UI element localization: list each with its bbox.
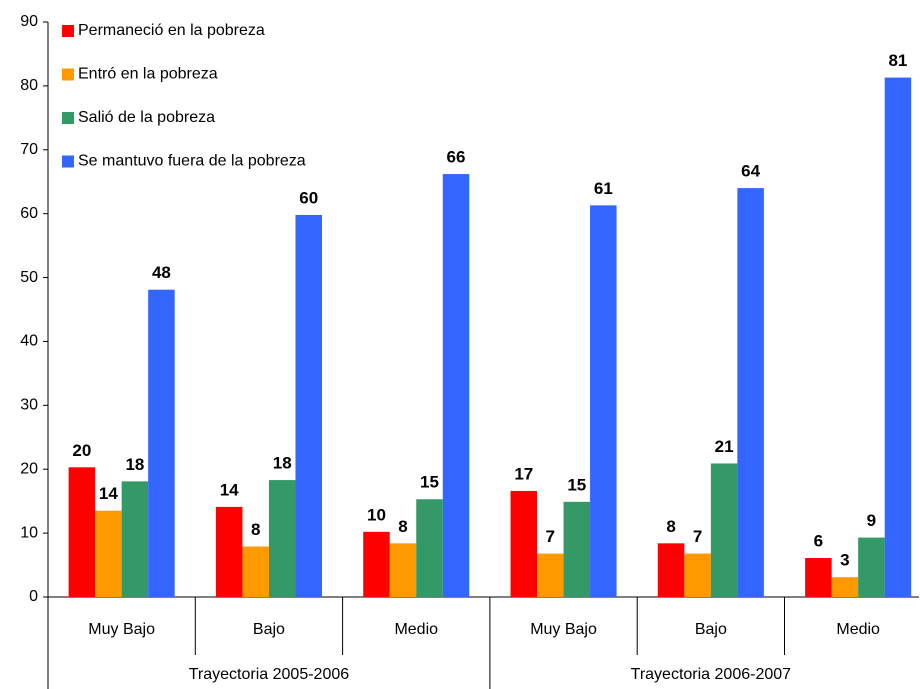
value-label: 3 [840,551,849,570]
bar [657,543,685,597]
value-label: 48 [152,263,171,282]
y-tick-label: 40 [20,333,38,350]
value-label: 64 [741,162,760,181]
x-tick-label: Medio [836,621,880,638]
value-label: 14 [220,480,239,499]
y-tick-label: 50 [20,269,38,286]
bar [148,289,175,597]
legend-swatch [62,112,74,124]
value-label: 6 [814,532,823,551]
y-tick-label: 60 [20,205,38,222]
value-label: 7 [546,527,555,546]
value-label: 7 [693,527,702,546]
y-tick-label: 70 [20,141,38,158]
y-tick-label: 80 [20,77,38,94]
bar [831,577,859,597]
value-label: 10 [367,505,386,524]
y-tick-label: 20 [20,460,38,477]
bar [268,480,296,597]
bar [510,490,538,597]
x-tick-label: Medio [394,621,438,638]
value-label: 8 [666,517,675,536]
bar [442,174,470,598]
value-label: 66 [447,148,466,167]
bar [684,553,711,597]
legend-label: Se mantuvo fuera de la pobreza [78,153,306,170]
bar [537,553,564,597]
x-tick-label: Muy Bajo [88,621,155,638]
value-label: 18 [273,454,292,473]
bar [363,531,390,597]
x-tick-label: Bajo [253,621,285,638]
y-tick-label: 0 [29,588,38,605]
value-label: 61 [594,179,613,198]
value-label: 20 [72,441,91,460]
x-tick-label: Bajo [695,621,727,638]
bar [68,467,96,597]
bar [389,543,417,597]
bar [737,188,764,597]
legend-label: Entró en la pobreza [78,66,218,83]
bar [295,214,322,597]
value-label: 9 [867,511,876,530]
legend-swatch [62,68,74,81]
bar [858,537,885,597]
legend-label: Permaneció en la pobreza [78,22,265,39]
bar [710,463,738,597]
bar [95,510,122,597]
x-tick-label: Muy Bajo [530,621,597,638]
y-tick-label: 30 [20,397,38,414]
y-tick-label: 10 [20,524,38,541]
value-label: 8 [398,517,407,536]
bar [563,501,591,597]
value-label: 21 [715,437,734,456]
bar [121,481,149,597]
bar [215,506,243,597]
value-label: 15 [567,475,586,494]
bar [805,558,832,597]
bar [884,77,912,598]
bar [416,499,443,597]
legend-label: Salió de la pobreza [78,109,215,126]
bar [590,205,617,597]
value-label: 17 [514,464,533,483]
value-label: 8 [251,520,260,539]
bar [242,546,269,597]
group-label: Trayectoria 2006-2007 [631,666,791,683]
value-label: 15 [420,473,439,492]
legend-swatch [62,155,74,168]
value-label: 18 [125,455,144,474]
y-tick-label: 90 [20,13,38,30]
value-label: 14 [99,484,118,503]
group-label: Trayectoria 2005-2006 [189,666,349,683]
value-label: 81 [888,51,907,70]
legend-swatch [62,25,74,37]
value-label: 60 [299,188,318,207]
